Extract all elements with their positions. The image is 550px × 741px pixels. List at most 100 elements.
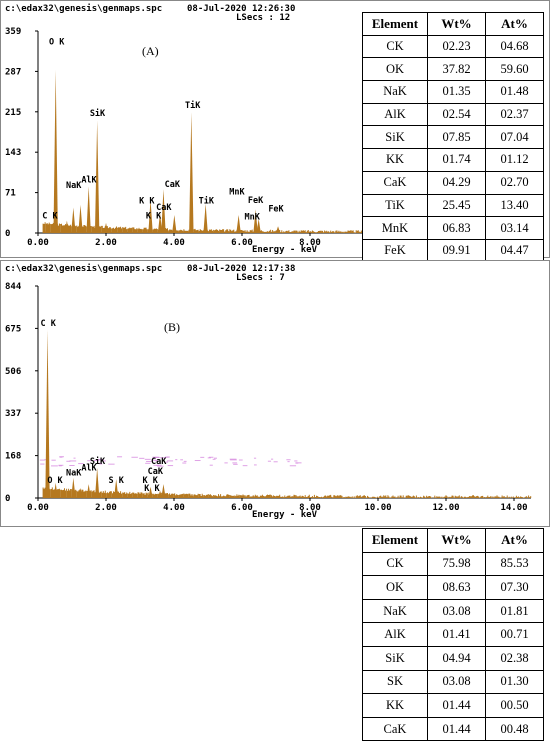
panel-b-label: (B) — [164, 320, 180, 334]
noise-band-mark — [66, 460, 71, 462]
peak-label: K K — [143, 476, 159, 486]
table-cell: 07.04 — [485, 125, 544, 150]
table-cell: 00.71 — [485, 622, 544, 647]
noise-band-mark — [230, 459, 237, 461]
panel-b-date: 08-Jul-2020 12:17:38 — [187, 264, 296, 274]
table-row: AlK 02.54 02.37 — [362, 102, 544, 127]
noise-band-mark — [209, 464, 213, 466]
y-tick-label: 337 — [5, 409, 21, 419]
spectrum-peak — [71, 207, 76, 233]
noise-band-mark — [131, 456, 138, 458]
table-row: CK 75.98 85.53 — [362, 551, 544, 577]
peak-label: FeK — [268, 205, 284, 215]
table-cell: 01.35 — [427, 80, 486, 104]
noise-band-mark — [238, 459, 243, 461]
table-cell: KK — [362, 148, 428, 172]
table-cell: NaK — [362, 80, 428, 104]
noise-band-mark — [294, 460, 298, 462]
noise-band-mark — [183, 460, 187, 462]
table-row: NaK 03.08 01.81 — [362, 598, 544, 624]
table-cell: 01.74 — [427, 148, 486, 172]
table-row: OK 37.82 59.60 — [362, 57, 544, 82]
y-tick-label: 359 — [5, 27, 21, 37]
peak-label: S K — [109, 476, 125, 486]
peak-label: MnK — [245, 212, 261, 222]
peak-label: CaK — [156, 203, 172, 213]
x-tick-label: 10.00 — [364, 503, 391, 513]
x-tick-label: 0.00 — [27, 503, 49, 513]
table-row: KK 01.44 00.50 — [362, 693, 544, 718]
table-cell: AlK — [362, 622, 428, 647]
peak-label: O K — [49, 38, 65, 48]
noise-band-mark — [208, 456, 214, 458]
noise-band-mark — [232, 462, 238, 464]
table-cell: 04.47 — [485, 238, 544, 263]
noise-band-mark — [166, 460, 174, 462]
noise-band-mark — [167, 465, 174, 467]
noise-band-mark — [69, 460, 77, 462]
peak-label: K K — [146, 211, 162, 221]
spectrum-peak — [161, 189, 166, 233]
spectrum-panel-b: c:\edax32\genesis\genmaps.spc 08-Jul-202… — [0, 260, 550, 741]
peak-label: AlK — [81, 175, 97, 185]
spectrum-peak — [189, 112, 194, 233]
x-tick-label: 8.00 — [299, 503, 321, 513]
table-cell: 02.70 — [485, 170, 544, 195]
table-cell: SiK — [362, 125, 428, 150]
peak-label: NaK — [66, 181, 82, 191]
table-row: NaK 01.35 01.48 — [362, 80, 544, 104]
noise-band-mark — [213, 457, 217, 459]
table-cell: 04.29 — [427, 170, 486, 195]
noise-band-mark — [99, 463, 103, 465]
noise-band-mark — [180, 459, 184, 461]
noise-band-mark — [108, 463, 115, 465]
spectrum-peak — [64, 220, 70, 233]
table-row: SK 03.08 01.30 — [362, 669, 544, 695]
noise-band-mark — [59, 456, 63, 458]
table-cell: 01.41 — [427, 622, 486, 647]
noise-band-mark — [101, 460, 106, 462]
x-tick-label: 14.00 — [500, 503, 527, 513]
table-row: KK 01.74 01.12 — [362, 148, 544, 172]
spectrum-peak — [53, 482, 58, 498]
spectrum-peak — [157, 213, 163, 233]
noise-band-mark — [117, 456, 123, 458]
peak-label: NaK — [66, 468, 82, 478]
x-tick-label: 6.00 — [231, 238, 253, 248]
table-cell: 04.94 — [427, 645, 486, 671]
peak-label: K K — [144, 484, 160, 494]
spectrum-peak — [148, 199, 153, 233]
peak-label: TiK — [199, 196, 215, 207]
x-tick-label: 0.00 — [27, 238, 49, 248]
panel-a-file-path: c:\edax32\genesis\genmaps.spc — [5, 4, 163, 14]
spectrum-peak — [256, 218, 261, 233]
y-tick-label: 0 — [5, 229, 10, 239]
table-cell: CaK — [362, 170, 428, 195]
table-header-row: Element Wt% At% — [362, 12, 544, 36]
noise-band-mark — [152, 456, 160, 458]
table-cell: 00.48 — [485, 716, 544, 741]
noise-band-mark — [153, 464, 160, 466]
table-cell: NaK — [362, 598, 428, 624]
spectrum-peak — [94, 120, 100, 233]
peak-label: C K — [42, 211, 58, 221]
table-cell: TiK — [362, 193, 428, 218]
peak-label: AlK — [81, 463, 97, 473]
spectrum-peak — [203, 203, 208, 233]
table-cell: 01.48 — [485, 80, 544, 104]
table-row: OK 08.63 07.30 — [362, 575, 544, 600]
spectrum-peak — [114, 479, 119, 498]
peak-label: K K — [139, 197, 155, 207]
peak-label: MnK — [229, 188, 245, 198]
noise-band-mark — [155, 460, 159, 462]
table-row: AlK 01.41 00.71 — [362, 622, 544, 647]
table-cell: FeK — [362, 238, 428, 263]
noise-band-mark — [287, 461, 290, 463]
panel-a-date: 08-Jul-2020 12:26:30 — [187, 4, 296, 14]
table-cell: 25.45 — [427, 193, 486, 218]
noise-band-mark — [200, 456, 205, 458]
composition-table-b: Element Wt% At% CK 75.98 85.53 OK 08.63 07.30 NaK… — [362, 528, 544, 741]
x-axis-label: Energy - keV — [252, 245, 318, 255]
table-row: MnK 06.83 03.14 — [362, 216, 544, 240]
table-cell: OK — [362, 57, 428, 82]
